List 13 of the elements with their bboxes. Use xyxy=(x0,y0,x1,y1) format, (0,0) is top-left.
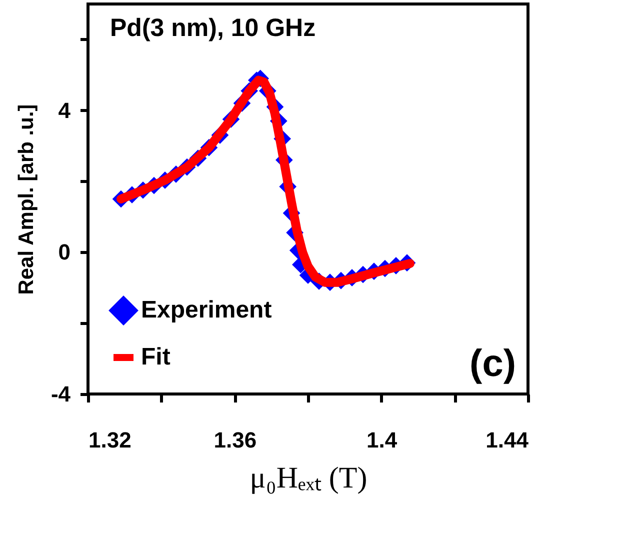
chart-title: Pd(3 nm), 10 GHz xyxy=(110,14,316,42)
y-tick-label: -4 xyxy=(50,382,72,406)
x-tick-label: 1.4 xyxy=(366,428,398,452)
legend-label: Experiment xyxy=(141,296,272,324)
x-tick-label: 1.44 xyxy=(486,428,530,452)
legend-label: Fit xyxy=(141,344,170,370)
x-tick-label: 1.32 xyxy=(88,428,132,452)
x-tick-label: 1.36 xyxy=(214,428,257,452)
x-axis-title: μ₀Hₑₓₜ (T) xyxy=(250,462,368,494)
y-tick-label: 0 xyxy=(58,240,70,265)
y-tick-label: 4 xyxy=(58,98,72,123)
annotation: (c) xyxy=(470,343,516,385)
y-axis-title: Real Ampl. [arb .u.] xyxy=(14,104,38,295)
